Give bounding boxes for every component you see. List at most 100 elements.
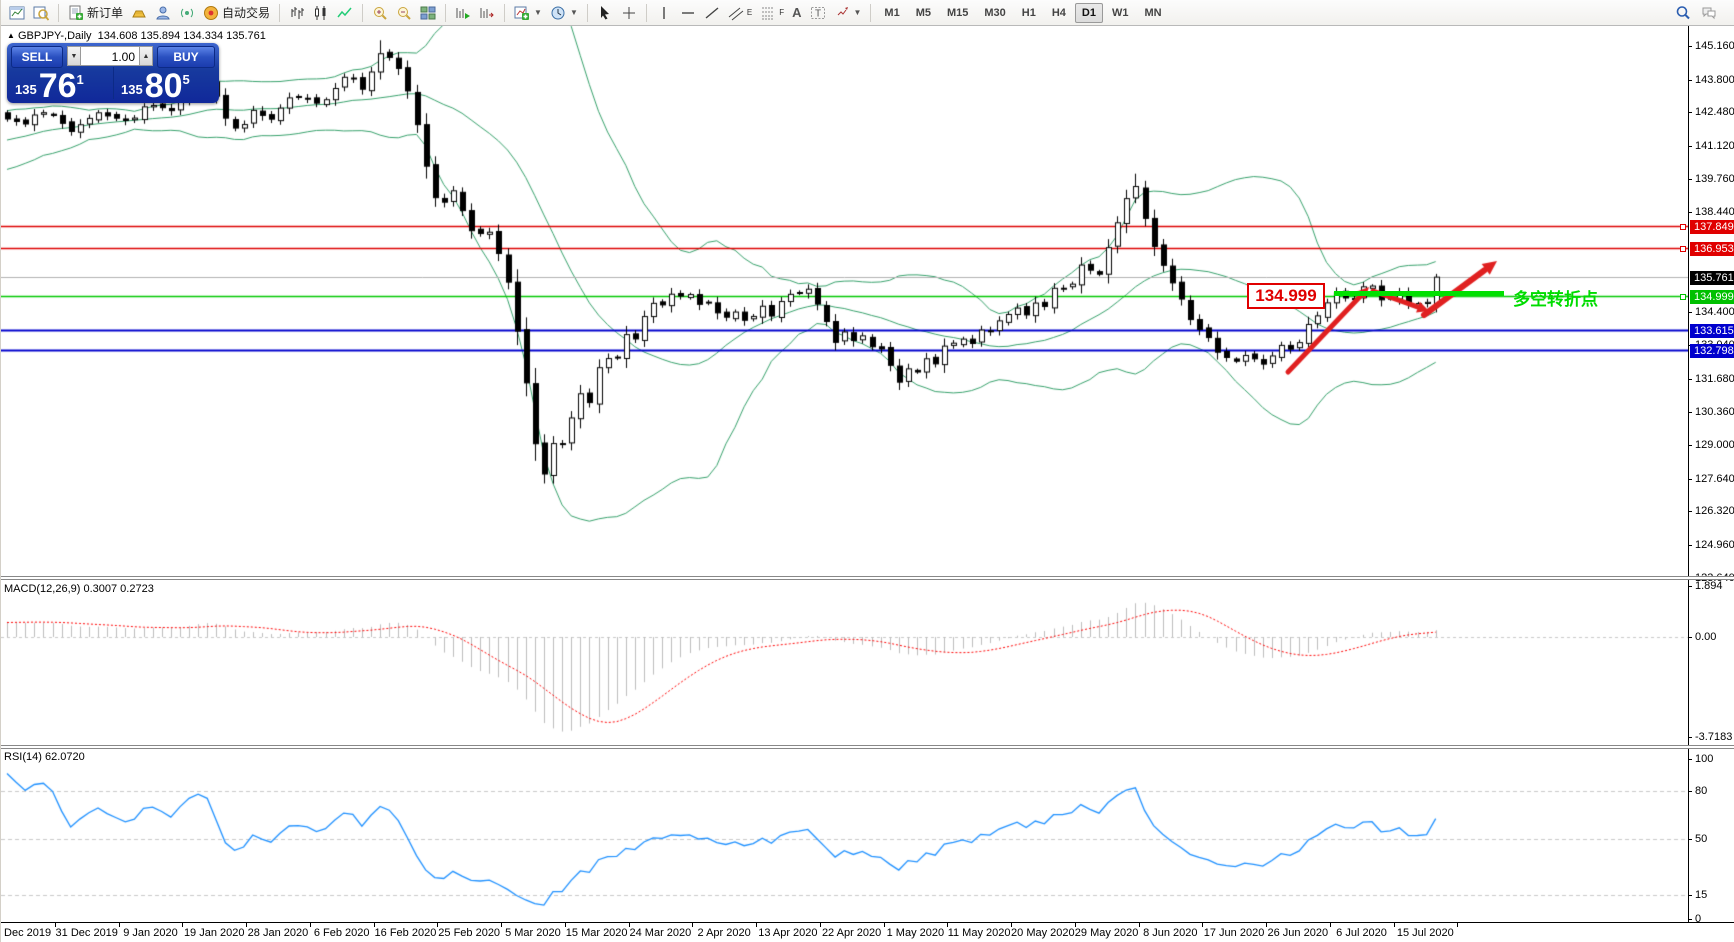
line-handle[interactable] [1680, 293, 1686, 300]
rsi-tick-label: 0 [1695, 913, 1702, 925]
timeframe-w1[interactable]: W1 [1111, 6, 1129, 19]
date-tick-mark [756, 923, 758, 927]
buy-price[interactable]: 135 80 5 [121, 67, 190, 105]
date-tick-mark [692, 923, 694, 927]
profiles-button[interactable] [30, 3, 52, 23]
vline-tool[interactable] [653, 3, 675, 23]
text-tool[interactable]: A [792, 5, 802, 20]
support-line-segment[interactable] [1334, 291, 1504, 296]
price-tick-label: 143.800 [1695, 73, 1734, 86]
timeframe-h4[interactable]: H4 [1051, 6, 1066, 19]
lot-increase-button[interactable]: ▲ [139, 46, 153, 66]
date-label: 9 Jan 2020 [123, 927, 178, 939]
bar-chart-button[interactable] [286, 3, 308, 23]
gold-icon [132, 10, 146, 17]
date-label: 29 May 2020 [1074, 927, 1139, 939]
market-watch-button[interactable] [128, 3, 150, 23]
toolbar-separator [58, 3, 59, 22]
line-handle[interactable] [1680, 223, 1686, 230]
timeframe-m1[interactable]: M1 [884, 6, 900, 19]
hline-tool[interactable] [677, 3, 699, 23]
chart-title: ▲ GBPJPY-,Daily 134.608 135.894 134.334 … [7, 30, 266, 42]
experts-button[interactable] [152, 3, 174, 23]
text-label-tool[interactable]: T [807, 3, 829, 23]
zoom-in-button[interactable] [369, 3, 391, 23]
timeframe-d1[interactable]: D1 [1074, 2, 1103, 23]
dropdown-caret-icon: ▼ [853, 8, 862, 17]
chart-shift-button[interactable] [476, 3, 498, 23]
date-tick-mark [947, 923, 949, 927]
timeframe-m30[interactable]: M30 [984, 6, 1006, 19]
arrows-tool[interactable]: ▼ [831, 3, 865, 23]
lot-size-input[interactable]: 1.00 [81, 46, 139, 66]
search-icon[interactable] [1675, 5, 1691, 21]
date-tick-mark [118, 923, 120, 927]
cn-annotation-label[interactable]: 多空转折点 [1513, 290, 1598, 309]
date-label: 26 Jun 2020 [1267, 927, 1329, 939]
signals-button[interactable] [176, 3, 198, 23]
date-label: 24 Mar 2020 [629, 927, 692, 939]
timeframe-m5[interactable]: M5 [915, 6, 931, 19]
timeframe-mn[interactable]: MN [1144, 6, 1162, 19]
date-label: 19 Jan 2020 [183, 927, 245, 939]
trendline-tool[interactable] [701, 3, 723, 23]
panel-separator[interactable] [1, 745, 1734, 749]
toolbar-separator [279, 3, 281, 22]
sell-price[interactable]: 135 76 1 [15, 67, 84, 105]
date-tick-mark [373, 923, 375, 927]
tile-windows-button[interactable] [417, 3, 439, 23]
toolbar-separator [504, 3, 506, 22]
indicators-button[interactable]: ▼ [511, 3, 545, 23]
toolbar-separator [645, 3, 647, 22]
line-handle[interactable] [1680, 245, 1686, 252]
panel-separator[interactable] [1, 576, 1734, 580]
expert-advisor-icon [156, 6, 170, 19]
toolbar-separator [870, 3, 872, 22]
crosshair-tool[interactable] [618, 3, 640, 23]
auto-scroll-button[interactable] [452, 3, 474, 23]
ohlc-values: 134.608 135.894 134.334 135.761 [97, 30, 266, 42]
zoom-out-button[interactable] [393, 3, 415, 23]
date-tick-mark [309, 923, 311, 927]
candlestick-button[interactable] [310, 3, 332, 23]
date-label: 8 Jun 2020 [1143, 927, 1198, 939]
rsi-panel-canvas[interactable] [1, 748, 1688, 922]
sell-button[interactable]: SELL [11, 46, 63, 68]
fibonacci-tool[interactable]: F [757, 3, 787, 23]
date-label: 20 May 2020 [1011, 927, 1075, 939]
price-tick-mark [1688, 511, 1692, 513]
new-order-button[interactable]: 新订单 [65, 2, 126, 23]
price-tick-label: 130.360 [1695, 405, 1734, 418]
date-label: 17 Jun 2020 [1203, 927, 1265, 939]
periods-button[interactable]: ▼ [547, 3, 581, 23]
price-tick-label: 138.440 [1695, 205, 1734, 218]
buy-button[interactable]: BUY [157, 46, 215, 68]
date-tick-mark [1202, 923, 1204, 927]
rsi-tick-mark [1688, 759, 1692, 760]
timeframe-m15[interactable]: M15 [946, 6, 969, 19]
autotrade-button[interactable]: 自动交易 [200, 2, 273, 23]
date-label: 2 Apr 2020 [697, 927, 751, 939]
cursor-tool[interactable] [594, 3, 616, 23]
channel-tool[interactable]: E [725, 3, 755, 23]
line-chart-button[interactable] [334, 3, 356, 23]
date-label: 6 Jul 2020 [1336, 927, 1387, 939]
macd-tick-mark [1688, 585, 1692, 587]
price-chart-canvas[interactable] [1, 26, 1688, 576]
timeframe-h1[interactable]: H1 [1021, 6, 1036, 19]
date-tick-mark [1457, 923, 1459, 927]
time-axis[interactable]: 2 Dec 2019 31 Dec 2019 9 Jan 2020 19 Jan 20… [1, 922, 1734, 942]
macd-tick-label: 1.894 [1695, 579, 1723, 592]
date-tick-mark [1266, 923, 1268, 927]
rsi-tick-mark [1688, 919, 1692, 920]
price-tick-mark [1688, 311, 1692, 313]
macd-panel-canvas[interactable] [1, 580, 1688, 745]
autotrade-icon [204, 5, 219, 20]
lot-decrease-button[interactable]: ▼ [67, 46, 81, 66]
date-tick-mark [883, 923, 885, 927]
collapse-panel-icon[interactable]: ▲ [7, 31, 15, 40]
price-annotation-box[interactable]: 134.999 [1247, 283, 1325, 309]
new-chart-button[interactable] [6, 3, 28, 23]
date-tick-mark [182, 923, 184, 927]
chat-icon[interactable] [1701, 5, 1717, 21]
